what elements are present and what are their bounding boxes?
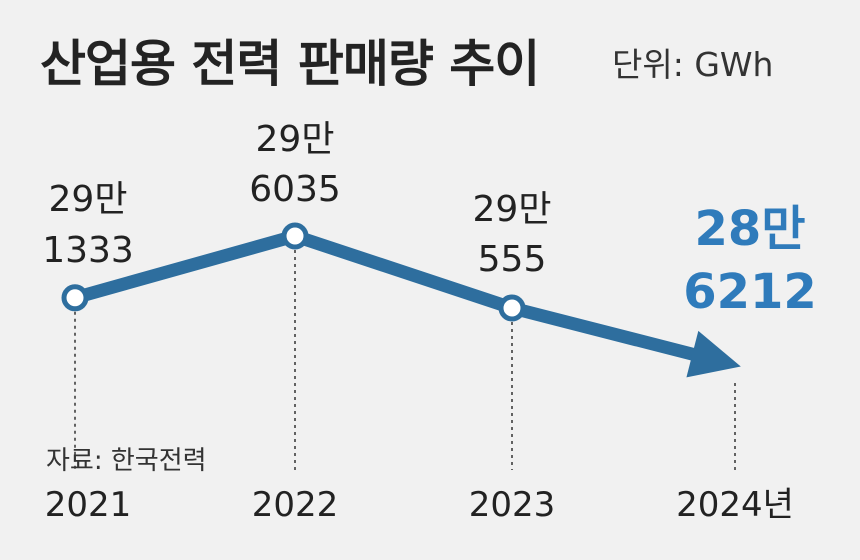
data-label-2022-line2: 6035 <box>249 169 341 210</box>
arrow-head-point-2024년 <box>686 330 741 378</box>
data-label-2023-line1: 29만 <box>473 189 552 230</box>
data-point-2023 <box>498 294 526 322</box>
x-tick-label-2022: 2022 <box>252 485 339 525</box>
data-label-2022-line1: 29만 <box>256 119 335 160</box>
data-point-2022 <box>281 222 309 250</box>
data-label-2024년-line2: 6212 <box>683 264 817 320</box>
data-label-2021-line2: 1333 <box>42 230 134 271</box>
x-tick-label-2024년: 2024년 <box>676 485 794 525</box>
data-point-2021 <box>61 284 89 312</box>
source-label: 자료: 한국전력 <box>46 446 207 476</box>
x-tick-label-2021: 2021 <box>45 485 132 525</box>
x-tick-label-2023: 2023 <box>469 485 556 525</box>
series-line <box>73 229 702 363</box>
chart-title: 산업용 전력 판매량 추이 <box>40 35 540 93</box>
data-label-2021-line1: 29만 <box>49 179 128 220</box>
unit-label: 단위: GWh <box>612 45 774 84</box>
data-label-2023-line2: 555 <box>478 239 547 280</box>
data-label-2024년-line1: 28만 <box>695 201 806 257</box>
